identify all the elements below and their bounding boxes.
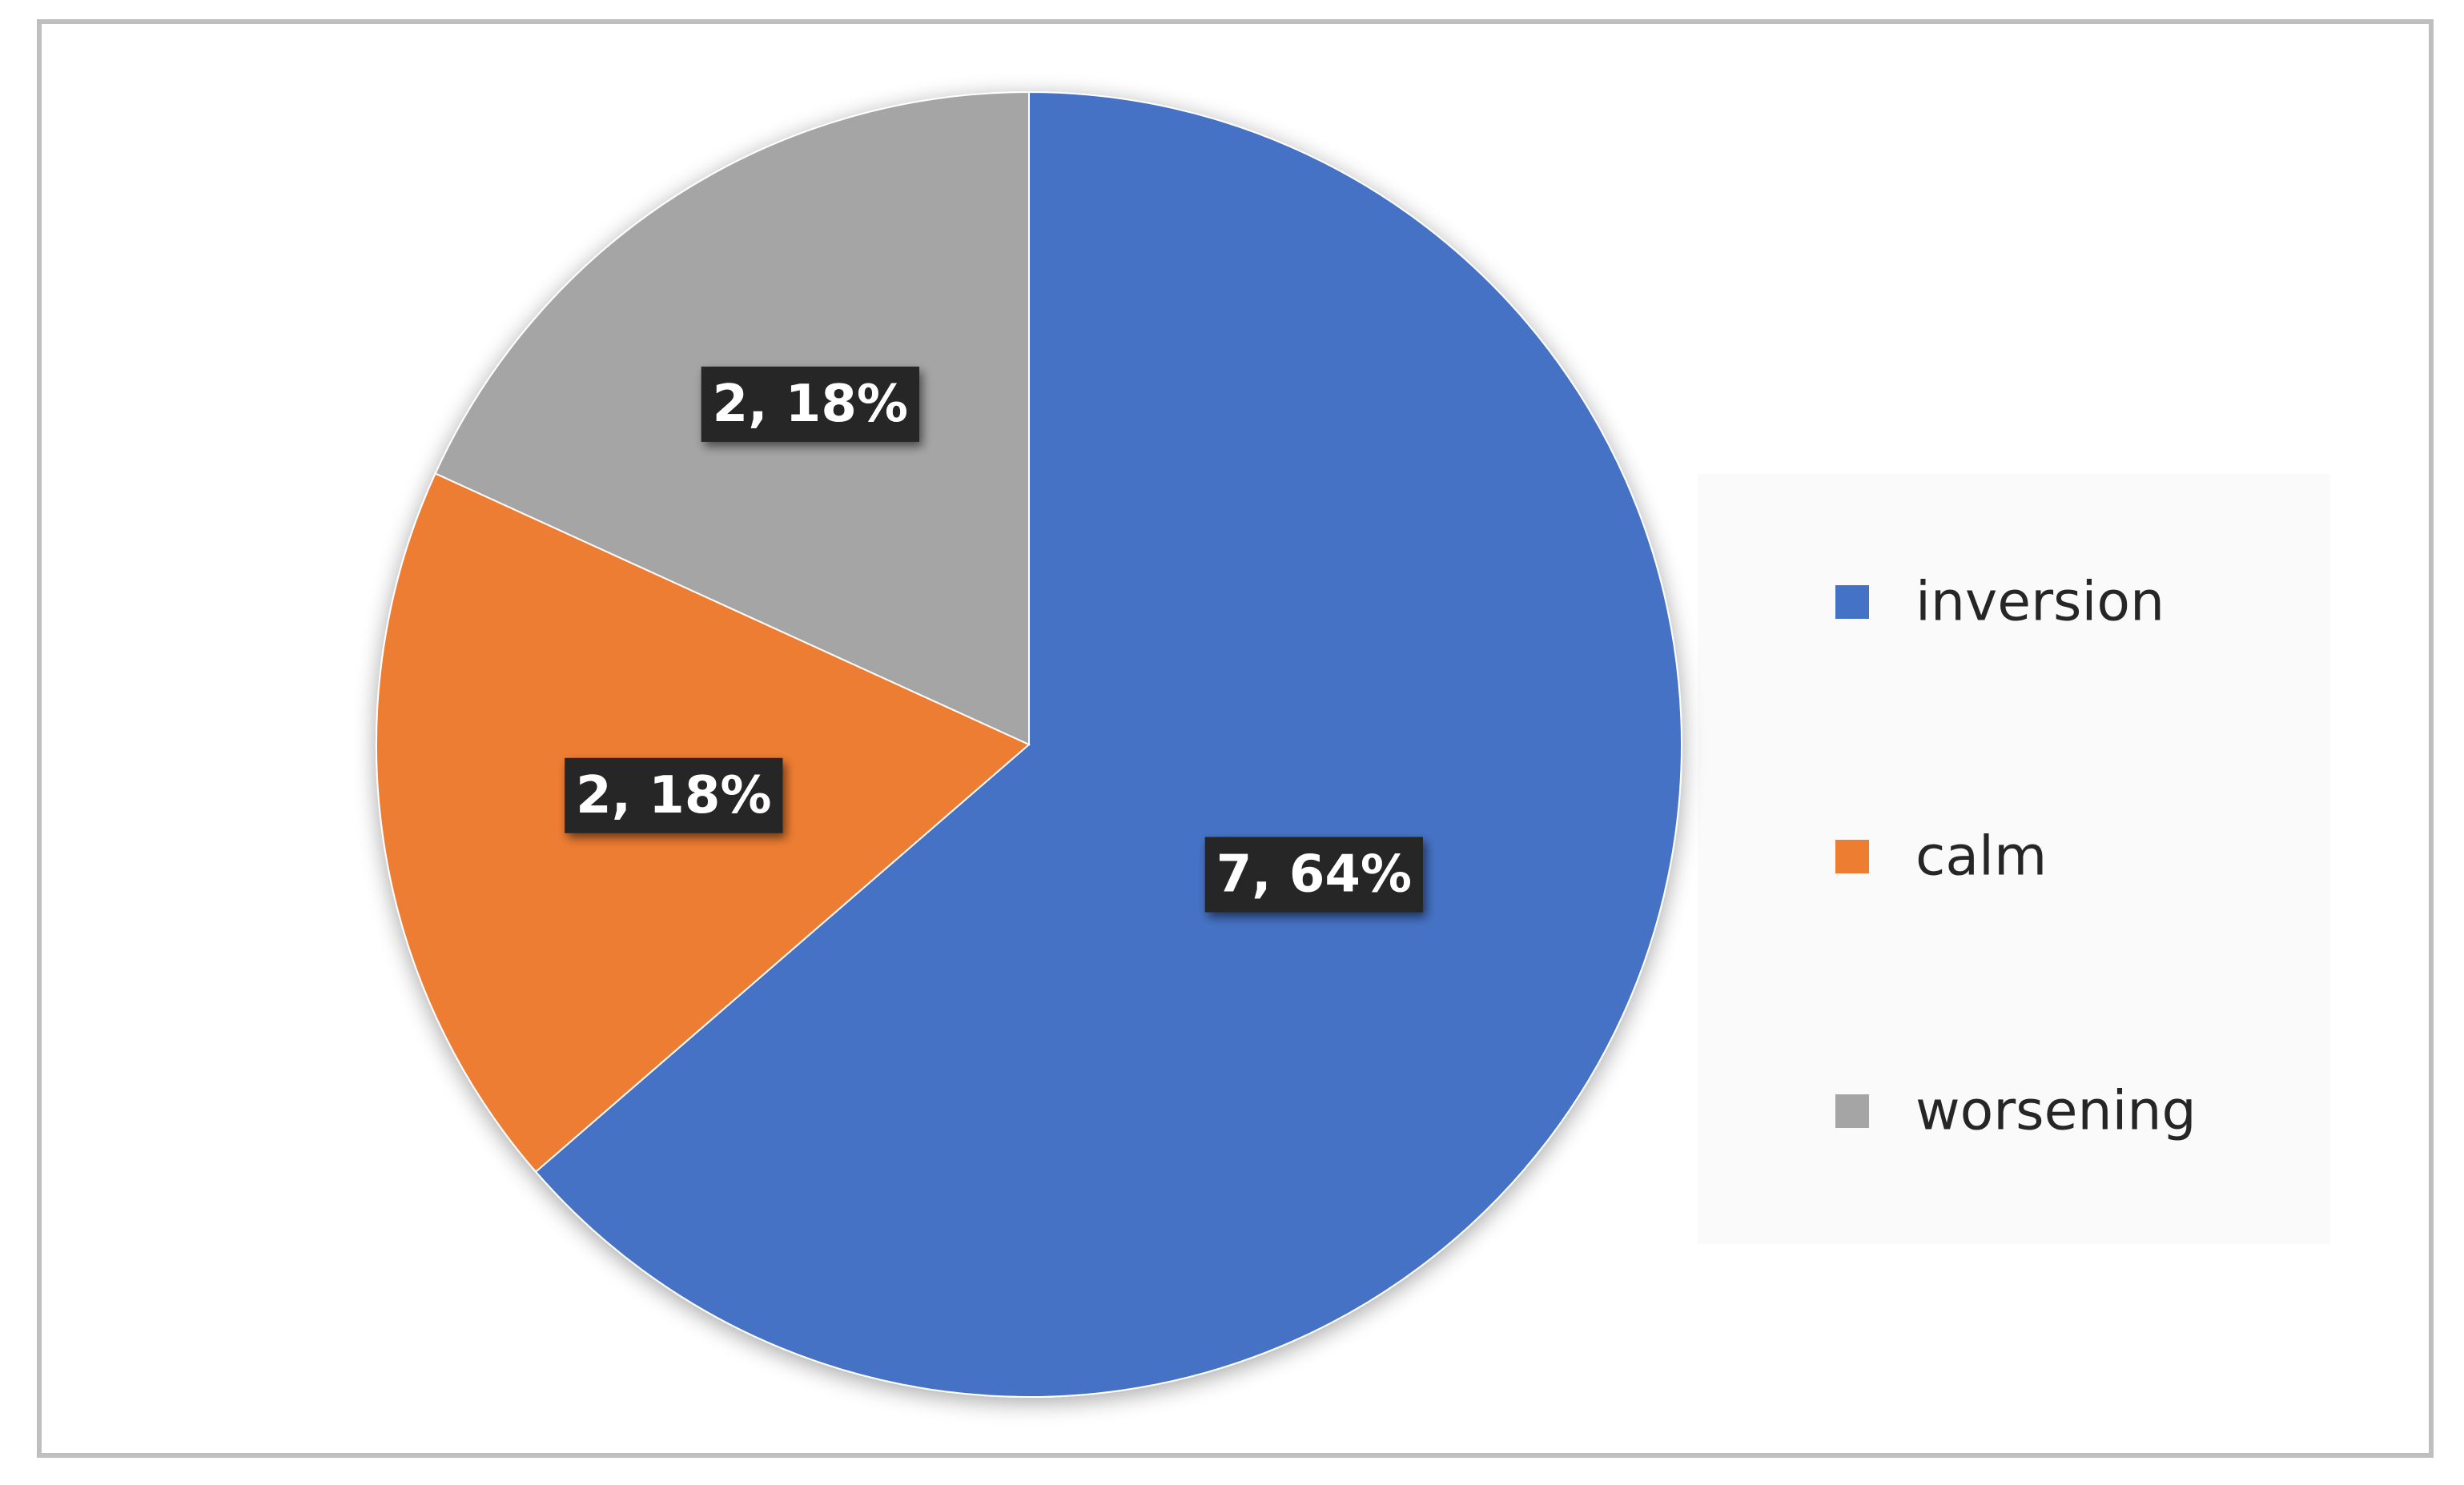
data-label-calm: 2, 18% bbox=[565, 757, 783, 833]
pie-slice-inversion bbox=[534, 90, 1682, 1398]
legend-label-inversion: inversion bbox=[1915, 571, 2165, 634]
data-label-text-calm: 2, 18% bbox=[576, 766, 771, 825]
legend: inversion calm worsening bbox=[1835, 571, 2197, 1143]
data-label-box-inversion bbox=[1204, 837, 1424, 913]
data-label-inversion: 7, 64% bbox=[1204, 837, 1424, 913]
legend-label-worsening: worsening bbox=[1915, 1080, 2197, 1143]
legend-label-calm: calm bbox=[1915, 825, 2047, 889]
data-label-box-calm bbox=[565, 757, 783, 833]
pie-slices bbox=[376, 90, 1682, 1398]
legend-swatch-calm bbox=[1835, 840, 1869, 873]
data-label-worsening: 2, 18% bbox=[701, 366, 919, 442]
legend-background bbox=[1698, 474, 2330, 1244]
data-label-box-worsening bbox=[701, 366, 919, 442]
data-labels: 7, 64% 2, 18% 2, 18% bbox=[565, 366, 1424, 913]
legend-swatch-worsening bbox=[1835, 1094, 1869, 1128]
legend-item-worsening: worsening bbox=[1835, 1080, 2197, 1143]
data-label-text-worsening: 2, 18% bbox=[713, 375, 908, 434]
data-label-text-inversion: 7, 64% bbox=[1216, 845, 1412, 905]
legend-item-inversion: inversion bbox=[1835, 571, 2165, 634]
legend-item-calm: calm bbox=[1835, 825, 2047, 889]
legend-swatch-inversion bbox=[1835, 585, 1869, 619]
